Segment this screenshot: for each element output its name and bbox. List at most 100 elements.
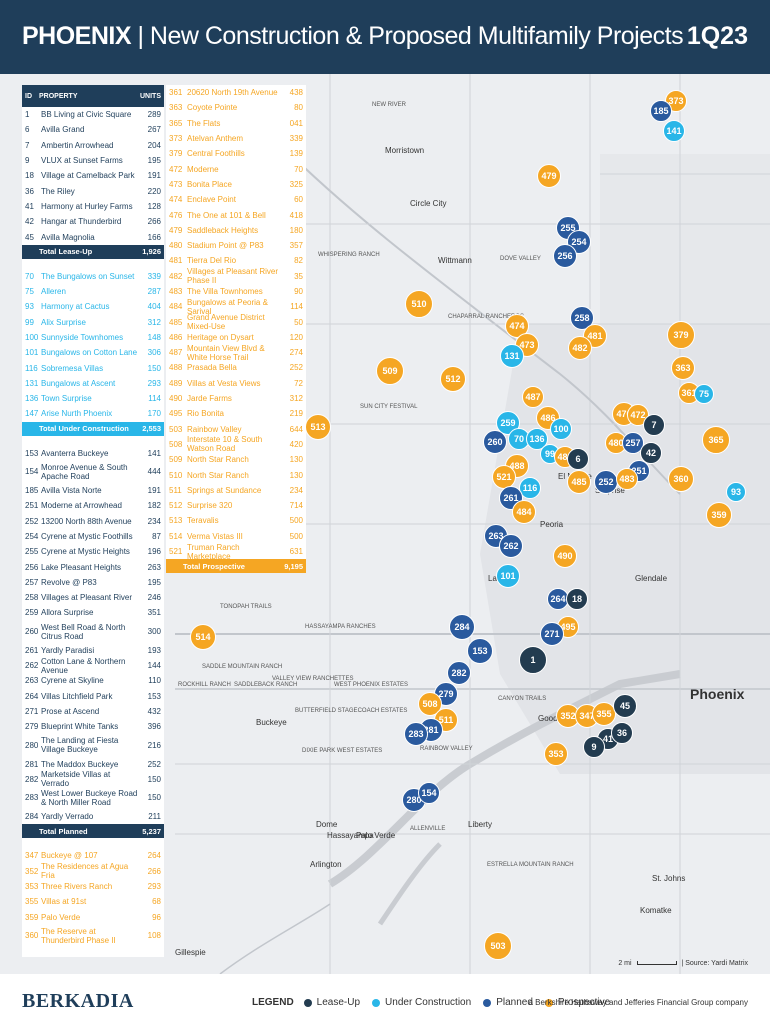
table-row[interactable]: 509 North Star Ranch 130: [166, 452, 306, 467]
table-row[interactable]: 485 Grand Avenue District Mixed-Use 50: [166, 313, 306, 331]
table-row[interactable]: 487 Mountain View Blvd & White Horse Trai…: [166, 344, 306, 362]
table-row[interactable]: 489 Villas at Vesta Views 72: [166, 376, 306, 391]
marker-uc-101[interactable]: 101: [496, 564, 520, 588]
table-row[interactable]: 93 Harmony at Cactus 404: [22, 299, 164, 314]
marker-prospective-484[interactable]: 484: [512, 500, 536, 524]
marker-lease-1[interactable]: 1: [519, 646, 547, 674]
marker-planned-262[interactable]: 262: [499, 534, 523, 558]
marker-lease-36[interactable]: 36: [611, 722, 633, 744]
marker-planned-282[interactable]: 282: [447, 661, 471, 685]
marker-prospective-360[interactable]: 360: [668, 466, 694, 492]
marker-planned-271[interactable]: 271: [540, 622, 564, 646]
table-row[interactable]: 262 Cotton Lane & Northern Avenue 144: [22, 657, 164, 675]
table-row[interactable]: 100 Sunnyside Townhomes 148: [22, 330, 164, 345]
marker-prospective-359[interactable]: 359: [706, 502, 732, 528]
table-row[interactable]: 116 Sobremesa Villas 150: [22, 360, 164, 375]
table-row[interactable]: 488 Prasada Bella 252: [166, 360, 306, 375]
table-row[interactable]: 480 Stadium Point @ P83 357: [166, 238, 306, 253]
table-row[interactable]: 263 Cyrene at Skyline 110: [22, 673, 164, 688]
marker-uc-141[interactable]: 141: [663, 120, 685, 142]
table-row[interactable]: 101 Bungalows on Cotton Lane 306: [22, 345, 164, 360]
table-row[interactable]: 472 Moderne 70: [166, 161, 306, 176]
table-row[interactable]: 256 Lake Pleasant Heights 263: [22, 559, 164, 574]
table-row[interactable]: 481 Tierra Del Rio 82: [166, 253, 306, 268]
marker-prospective-483[interactable]: 483: [616, 468, 638, 490]
table-row[interactable]: 521 Truman Ranch Marketplace 631: [166, 543, 306, 561]
table-row[interactable]: 486 Heritage on Dysart 120: [166, 330, 306, 345]
table-row[interactable]: 479 Saddleback Heights 180: [166, 223, 306, 238]
marker-planned-283[interactable]: 283: [404, 722, 428, 746]
marker-uc-100[interactable]: 100: [550, 418, 572, 440]
marker-prospective-482[interactable]: 482: [568, 336, 592, 360]
marker-prospective-353[interactable]: 353: [544, 742, 568, 766]
table-row[interactable]: 254 Cyrene at Mystic Foothills 87: [22, 529, 164, 544]
marker-prospective-379[interactable]: 379: [667, 321, 695, 349]
table-row[interactable]: 359 Palo Verde 96: [22, 909, 164, 924]
marker-planned-260[interactable]: 260: [483, 430, 507, 454]
table-row[interactable]: 70 The Bungalows on Sunset 339: [22, 269, 164, 284]
table-row[interactable]: 257 Revolve @ P83 195: [22, 575, 164, 590]
marker-planned-280[interactable]: 280: [402, 788, 426, 812]
table-row[interactable]: 41 Harmony at Hurley Farms 128: [22, 199, 164, 214]
table-row[interactable]: 511 Springs at Sundance 234: [166, 483, 306, 498]
marker-lease-45[interactable]: 45: [613, 694, 637, 718]
marker-prospective-512[interactable]: 512: [440, 366, 466, 392]
table-row[interactable]: 1 BB Living at Civic Square 289: [22, 107, 164, 122]
table-row[interactable]: 482 Villages at Pleasant River Phase II 35: [166, 267, 306, 285]
table-row[interactable]: 251 Moderne at Arrowhead 182: [22, 498, 164, 513]
table-row[interactable]: 264 Villas Litchfield Park 153: [22, 689, 164, 704]
table-row[interactable]: 261 Yardly Paradisi 193: [22, 643, 164, 658]
table-row[interactable]: 36 The Riley 220: [22, 183, 164, 198]
marker-lease-7[interactable]: 7: [643, 414, 665, 436]
table-row[interactable]: 131 Bungalows at Ascent 293: [22, 376, 164, 391]
table-row[interactable]: 490 Jarde Farms 312: [166, 391, 306, 406]
marker-planned-252[interactable]: 252: [594, 470, 618, 494]
table-row[interactable]: 7 Ambertin Arrowhead 204: [22, 138, 164, 153]
table-row[interactable]: 353 Three Rivers Ranch 293: [22, 879, 164, 894]
table-row[interactable]: 255 Cyrene at Mystic Heights 196: [22, 544, 164, 559]
table-row[interactable]: 360 The Reserve at Thunderbird Phase II 10…: [22, 925, 164, 947]
marker-prospective-510[interactable]: 510: [405, 290, 433, 318]
marker-lease-42[interactable]: 42: [640, 442, 662, 464]
table-row[interactable]: 260 West Bell Road & North Citrus Road 300: [22, 621, 164, 643]
table-row[interactable]: 258 Villages at Pleasant River 246: [22, 590, 164, 605]
table-row[interactable]: 379 Central Foothills 139: [166, 146, 306, 161]
marker-uc-93[interactable]: 93: [726, 482, 746, 502]
table-row[interactable]: 510 North Star Ranch 130: [166, 467, 306, 482]
marker-prospective-363[interactable]: 363: [671, 356, 695, 380]
table-row[interactable]: 280 The Landing at Fiesta Village Buckeye…: [22, 734, 164, 756]
marker-planned-185[interactable]: 185: [650, 100, 672, 122]
table-row[interactable]: 271 Prose at Ascend 432: [22, 704, 164, 719]
table-row[interactable]: 484 Bungalows at Peoria & Sarival 114: [166, 298, 306, 316]
table-row[interactable]: 185 Avilla Vista Norte 191: [22, 483, 164, 498]
table-row[interactable]: 352 The Residences at Agua Fria 266: [22, 862, 164, 880]
marker-prospective-473[interactable]: 473: [515, 333, 539, 357]
table-row[interactable]: 252 13200 North 88th Avenue 234: [22, 514, 164, 529]
table-row[interactable]: 9 VLUX at Sunset Farms 195: [22, 153, 164, 168]
table-row[interactable]: 154 Monroe Avenue & South Apache Road 444: [22, 461, 164, 483]
table-row[interactable]: 373 Atelvan Anthem 339: [166, 131, 306, 146]
marker-prospective-476[interactable]: 476: [612, 402, 636, 426]
table-row[interactable]: 476 The One at 101 & Bell 418: [166, 207, 306, 222]
marker-prospective-513[interactable]: 513: [305, 414, 331, 440]
table-row[interactable]: 474 Enclave Point 60: [166, 192, 306, 207]
table-row[interactable]: 99 Alix Surprise 312: [22, 315, 164, 330]
table-row[interactable]: 508 Interstate 10 & South Watson Road 420: [166, 435, 306, 453]
table-row[interactable]: 147 Arise Nurth Phoenix 170: [22, 406, 164, 421]
marker-prospective-479[interactable]: 479: [537, 164, 561, 188]
marker-prospective-490[interactable]: 490: [553, 544, 577, 568]
table-row[interactable]: 153 Avanterra Buckeye 141: [22, 446, 164, 461]
table-row[interactable]: 361 20620 North 19th Avenue 438: [166, 85, 306, 100]
marker-prospective-485[interactable]: 485: [567, 470, 591, 494]
marker-prospective-365[interactable]: 365: [702, 426, 730, 454]
marker-planned-284[interactable]: 284: [449, 614, 475, 640]
marker-planned-257[interactable]: 257: [622, 432, 644, 454]
table-row[interactable]: 136 Town Surprise 114: [22, 391, 164, 406]
marker-lease-6[interactable]: 6: [567, 448, 589, 470]
berkadia-logo[interactable]: BERKADIA: [22, 990, 134, 1012]
marker-prospective-509[interactable]: 509: [376, 357, 404, 385]
table-row[interactable]: 495 Rio Bonita 219: [166, 406, 306, 421]
marker-prospective-514[interactable]: 514: [190, 624, 216, 650]
table-row[interactable]: 45 Avilla Magnolia 166: [22, 229, 164, 244]
marker-lease-9[interactable]: 9: [583, 736, 605, 758]
